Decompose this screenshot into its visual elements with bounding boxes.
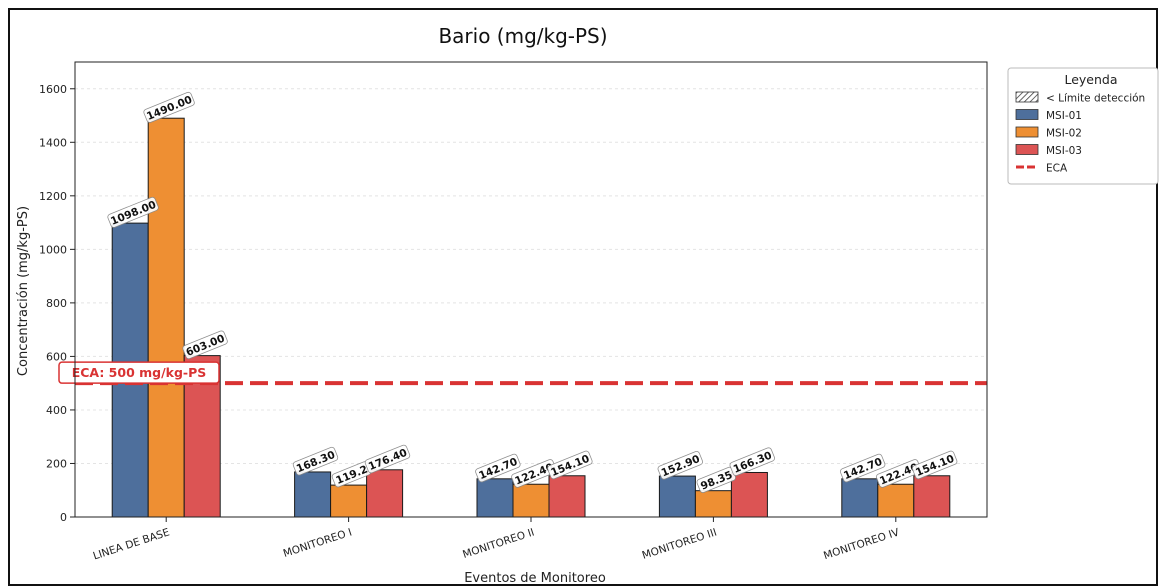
data-label: 98.35 (696, 466, 737, 493)
legend-swatch (1015, 144, 1039, 155)
legend-hatch-swatch (1015, 91, 1039, 103)
data-label-box (657, 450, 703, 480)
data-label-text: 168.30 (295, 449, 337, 475)
data-label-box (475, 453, 521, 483)
legend-entry-label: < Límite detección (1046, 93, 1145, 105)
y-tick-label: 600 (46, 350, 67, 363)
data-label-text: 154.10 (914, 453, 956, 479)
legend-title: Leyenda (1064, 72, 1117, 87)
bar-msi-03-4 (913, 475, 951, 518)
legend-entry-label: MSI-03 (1046, 145, 1082, 157)
bar-msi-03-2 (548, 475, 586, 518)
data-label-box (364, 444, 411, 474)
y-tick-label: 200 (46, 457, 67, 470)
bars (111, 117, 951, 518)
bar-msi-01-3 (658, 475, 696, 518)
data-label-box (839, 453, 886, 483)
eca-line: ECA: 500 mg/kg-PS (58, 361, 987, 386)
bar-msi-01-4 (841, 478, 879, 518)
legend-swatch (1015, 126, 1039, 138)
bar-msi-02-1 (330, 484, 368, 518)
y-tick-label: 1000 (39, 243, 67, 256)
bar-msi-01-1 (294, 471, 332, 518)
y-tick-label: 1200 (39, 190, 67, 203)
data-label-text: 154.10 (549, 453, 591, 479)
legend: Leyenda < Límite detección MSI-01 MSI-02 MSI… (1007, 67, 1159, 185)
eca-label-text: ECA: 500 mg/kg-PS (72, 365, 207, 380)
bar-msi-02-3 (694, 490, 732, 518)
y-tick-label: 1600 (39, 83, 67, 96)
x-tick-label: MONITOREO I (282, 526, 354, 560)
x-tick-label: MONITOREO II (461, 526, 536, 560)
y-tick-label: 1400 (39, 136, 67, 149)
data-label-text: 152.90 (660, 453, 702, 479)
x-tick-label: MONITOREO IV (822, 526, 901, 562)
plot-area-border (74, 61, 988, 518)
data-label-box (182, 330, 228, 360)
y-tick-label: 800 (46, 297, 67, 310)
legend-entry-label: MSI-01 (1046, 110, 1082, 122)
data-label-box (729, 447, 775, 477)
data-label-text: 176.40 (367, 447, 409, 473)
data-label-text: 166.30 (732, 449, 774, 475)
data-label-box (547, 450, 593, 480)
data-label-box (143, 91, 195, 123)
bar-msi-02-0 (147, 117, 185, 518)
x-tick-label: MONITOREO III (641, 526, 719, 561)
legend-box (1007, 67, 1159, 185)
data-label-box (107, 196, 159, 228)
bar-msi-02-4 (877, 483, 915, 518)
y-axis-label: Concentración (mg/kg-PS) (16, 206, 31, 376)
chart-title: Bario (mg/kg-PS) (438, 24, 607, 48)
bar-msi-03-1 (366, 469, 404, 518)
bar-msi-02-2 (512, 483, 550, 518)
x-axis-label: Eventos de Monitoreo (464, 571, 606, 586)
legend-swatch (1015, 109, 1039, 120)
bar-msi-01-2 (476, 478, 514, 518)
legend-entry-label: MSI-02 (1046, 128, 1082, 140)
data-label-box (292, 446, 339, 476)
data-label-box (911, 450, 958, 480)
bar-msi-03-3 (730, 471, 768, 518)
eca-label-box (58, 361, 220, 384)
legend-entry-label: ECA (1046, 163, 1068, 175)
y-tick-label: 0 (60, 511, 67, 524)
y-tick-label: 400 (46, 404, 67, 417)
eca-label: ECA: 500 mg/kg-PS (58, 361, 220, 384)
x-tick-label: LINEA DE BASE (92, 526, 172, 562)
data-label-text: 603.00 (184, 333, 226, 359)
